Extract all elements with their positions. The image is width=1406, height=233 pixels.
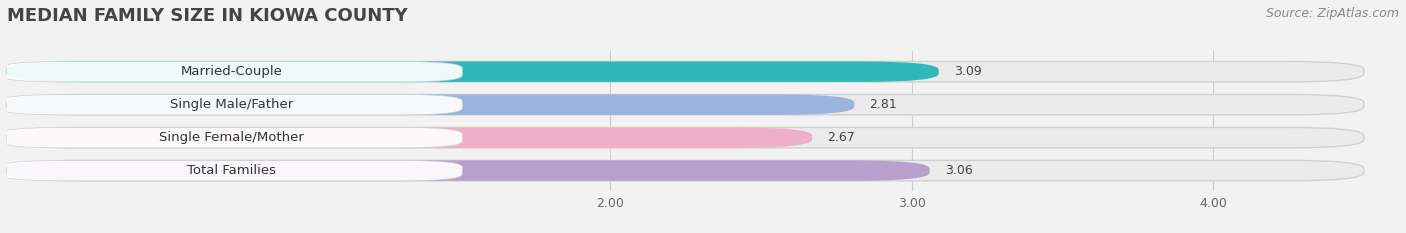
FancyBboxPatch shape bbox=[1, 127, 463, 148]
Text: Married-Couple: Married-Couple bbox=[181, 65, 283, 78]
Text: 2.81: 2.81 bbox=[869, 98, 897, 111]
Text: 3.09: 3.09 bbox=[953, 65, 981, 78]
FancyBboxPatch shape bbox=[7, 160, 1364, 181]
Text: Single Male/Father: Single Male/Father bbox=[170, 98, 294, 111]
FancyBboxPatch shape bbox=[1, 62, 463, 82]
FancyBboxPatch shape bbox=[7, 94, 1364, 115]
Text: Single Female/Mother: Single Female/Mother bbox=[159, 131, 304, 144]
Text: MEDIAN FAMILY SIZE IN KIOWA COUNTY: MEDIAN FAMILY SIZE IN KIOWA COUNTY bbox=[7, 7, 408, 25]
FancyBboxPatch shape bbox=[1, 160, 463, 181]
Text: Source: ZipAtlas.com: Source: ZipAtlas.com bbox=[1265, 7, 1399, 20]
FancyBboxPatch shape bbox=[7, 127, 1364, 148]
FancyBboxPatch shape bbox=[1, 94, 463, 115]
FancyBboxPatch shape bbox=[7, 127, 813, 148]
Text: Total Families: Total Families bbox=[187, 164, 276, 177]
FancyBboxPatch shape bbox=[7, 62, 939, 82]
FancyBboxPatch shape bbox=[7, 160, 929, 181]
FancyBboxPatch shape bbox=[7, 94, 855, 115]
Text: 2.67: 2.67 bbox=[827, 131, 855, 144]
Text: 3.06: 3.06 bbox=[945, 164, 973, 177]
FancyBboxPatch shape bbox=[7, 62, 1364, 82]
